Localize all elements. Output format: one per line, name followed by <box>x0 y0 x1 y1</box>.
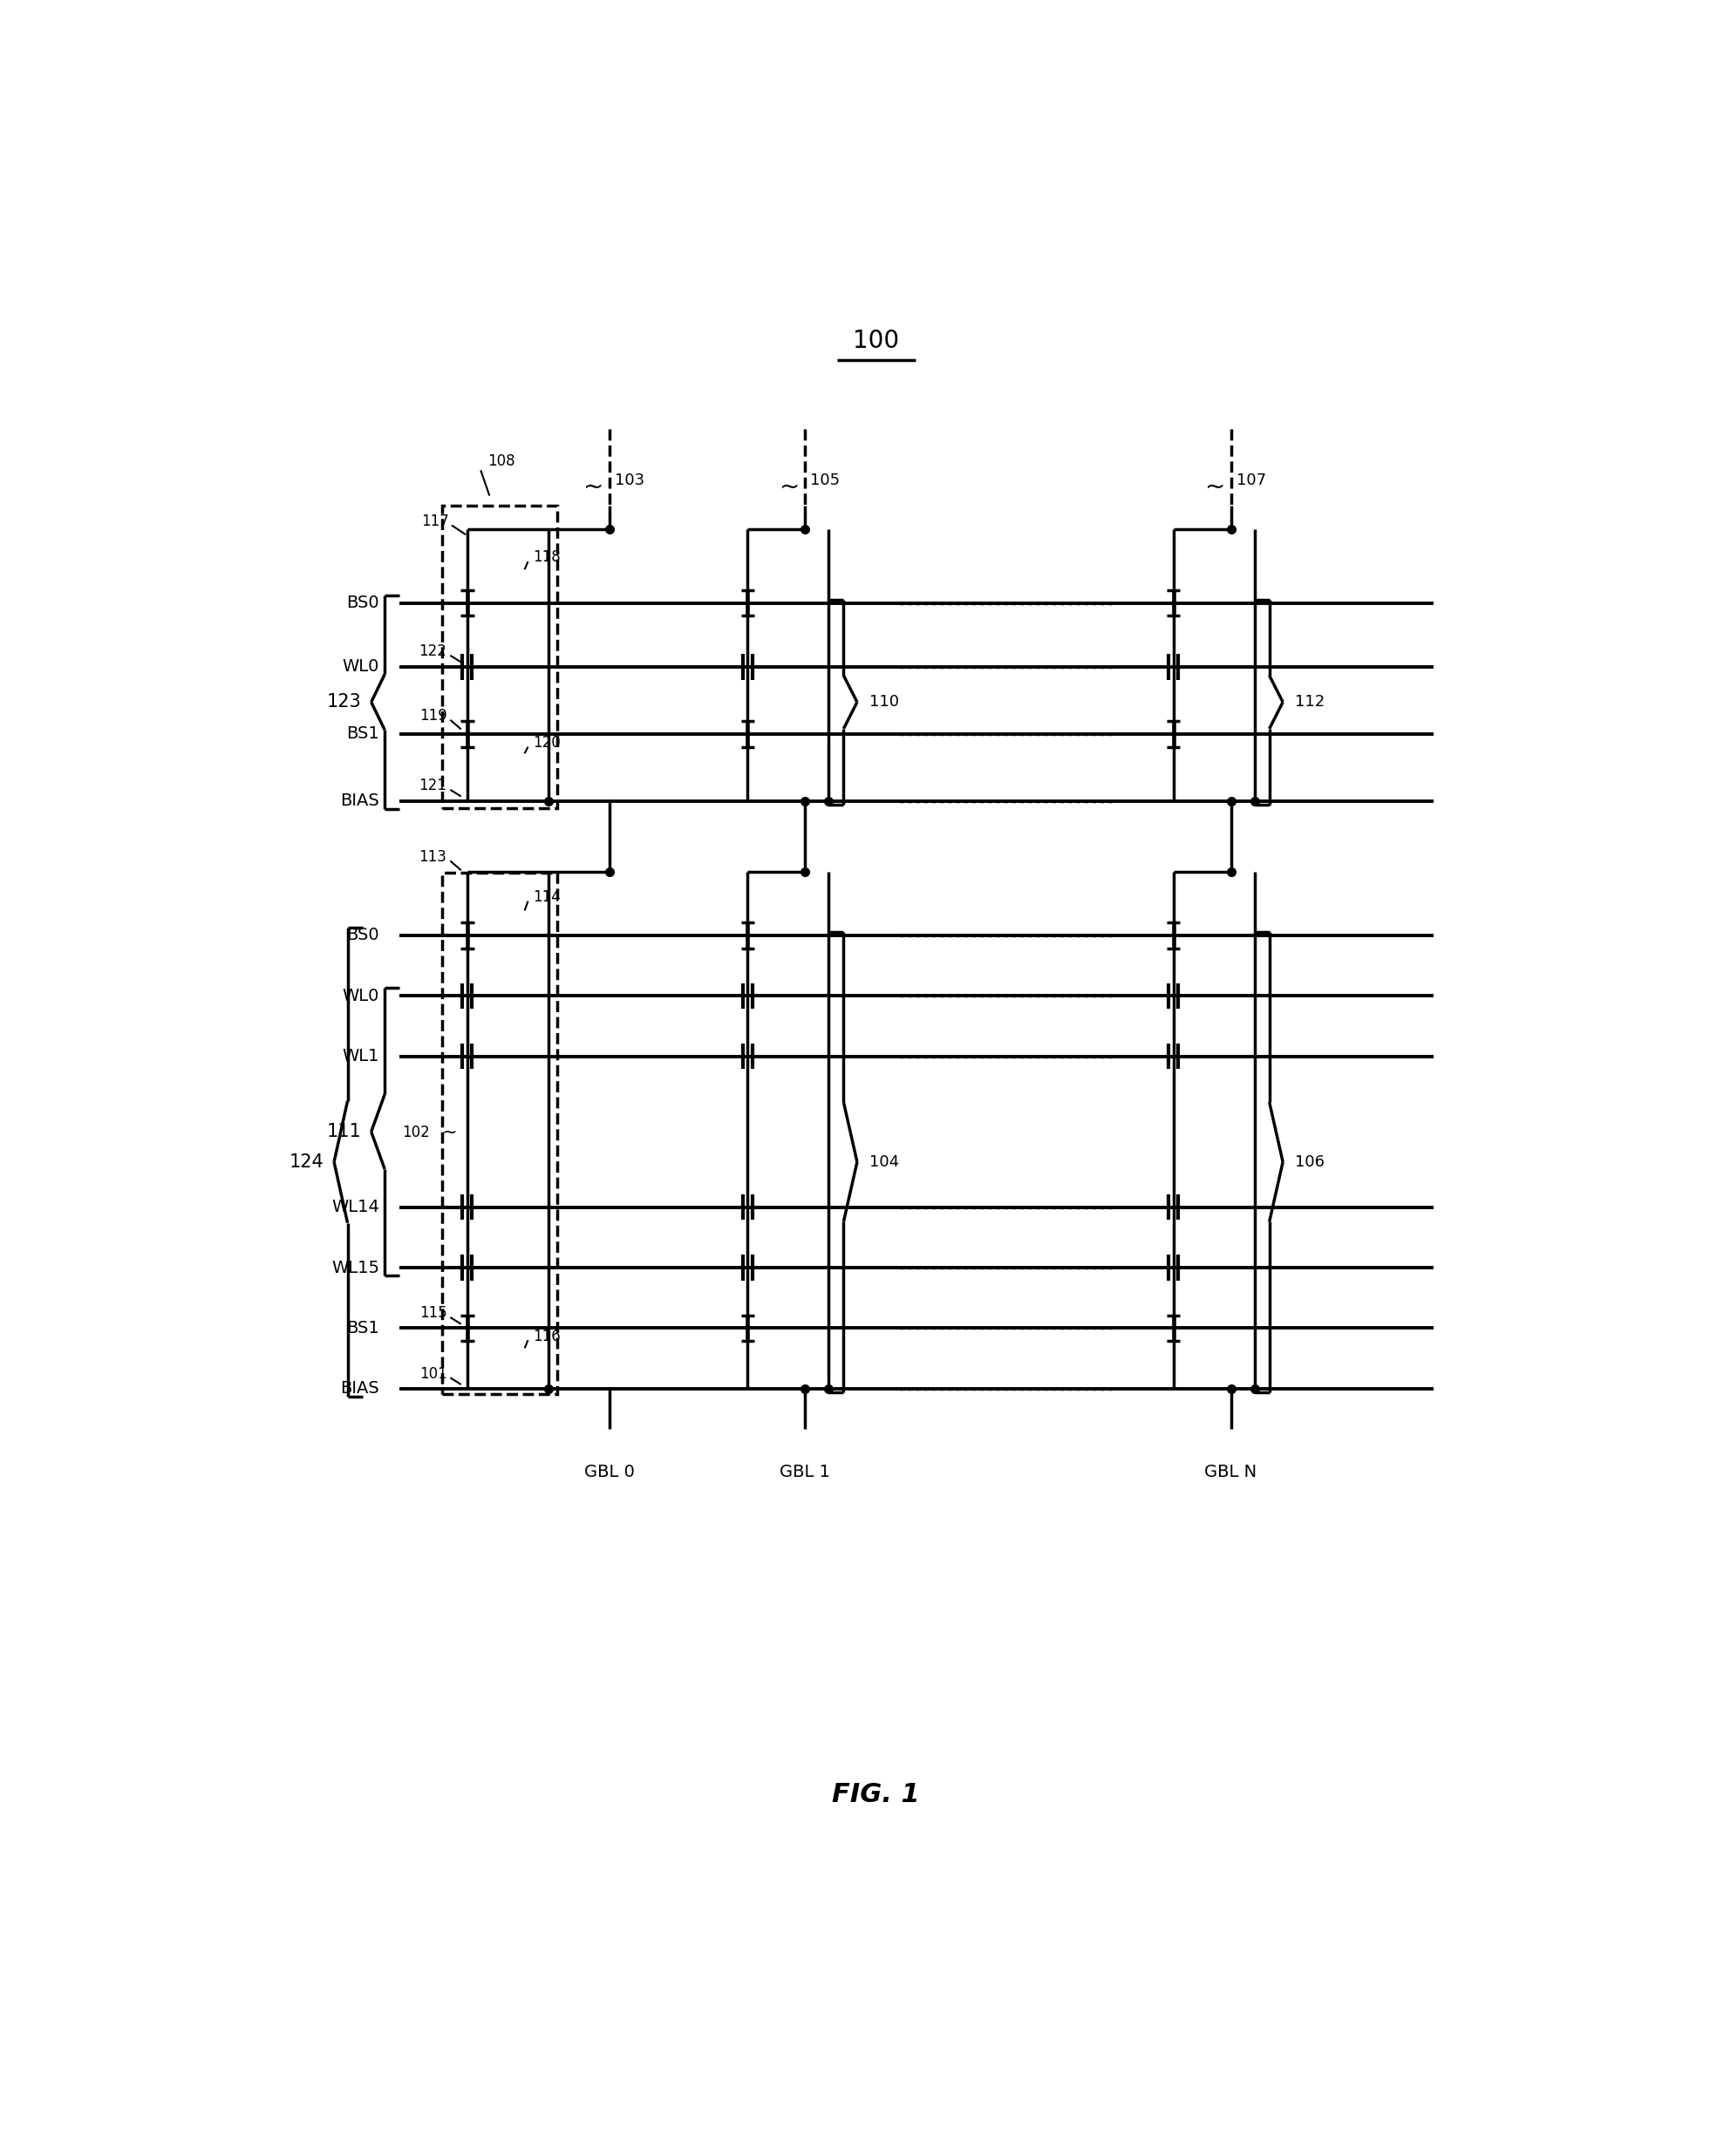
Text: 105: 105 <box>811 472 840 487</box>
Text: 114: 114 <box>534 888 561 906</box>
Text: ~: ~ <box>1206 474 1226 500</box>
Text: BS1: BS1 <box>347 727 380 742</box>
Text: FIG. 1: FIG. 1 <box>833 1783 920 1807</box>
Text: WL1: WL1 <box>342 1048 380 1065</box>
Text: BS0: BS0 <box>347 595 380 612</box>
Text: BIAS: BIAS <box>340 793 380 808</box>
Text: 112: 112 <box>1294 694 1325 709</box>
Text: 106: 106 <box>1294 1153 1325 1171</box>
Text: WL14: WL14 <box>332 1199 380 1216</box>
Text: 123: 123 <box>327 694 361 711</box>
Text: ~: ~ <box>583 474 604 500</box>
Text: BS0: BS0 <box>347 927 380 944</box>
Text: 110: 110 <box>869 694 899 709</box>
Text: 113: 113 <box>419 849 446 865</box>
Text: WL0: WL0 <box>342 658 380 675</box>
Text: 118: 118 <box>534 550 561 565</box>
Text: 107: 107 <box>1236 472 1265 487</box>
Text: 108: 108 <box>487 453 515 468</box>
Text: GBL 0: GBL 0 <box>583 1464 634 1481</box>
Text: BS1: BS1 <box>347 1319 380 1337</box>
Bar <box>443 507 557 808</box>
Text: 116: 116 <box>534 1328 561 1343</box>
Text: BIAS: BIAS <box>340 1380 380 1397</box>
Text: 115: 115 <box>419 1307 446 1322</box>
Text: WL15: WL15 <box>332 1259 380 1276</box>
Text: GBL 1: GBL 1 <box>780 1464 831 1481</box>
Text: 111: 111 <box>327 1123 361 1141</box>
Text: 103: 103 <box>614 472 645 487</box>
Text: 119: 119 <box>419 707 446 724</box>
Text: 102: 102 <box>402 1123 429 1141</box>
Text: 121: 121 <box>419 778 446 793</box>
Text: 122: 122 <box>419 645 446 660</box>
Bar <box>443 873 557 1395</box>
Text: ~: ~ <box>780 474 800 500</box>
Text: WL0: WL0 <box>342 987 380 1005</box>
Text: 124: 124 <box>289 1153 323 1171</box>
Text: ~: ~ <box>443 1123 458 1141</box>
Text: 101: 101 <box>419 1367 446 1382</box>
Text: 120: 120 <box>534 735 561 750</box>
Text: 117: 117 <box>421 513 450 528</box>
Text: GBL N: GBL N <box>1204 1464 1257 1481</box>
Text: 100: 100 <box>853 330 899 354</box>
Text: 104: 104 <box>869 1153 899 1171</box>
